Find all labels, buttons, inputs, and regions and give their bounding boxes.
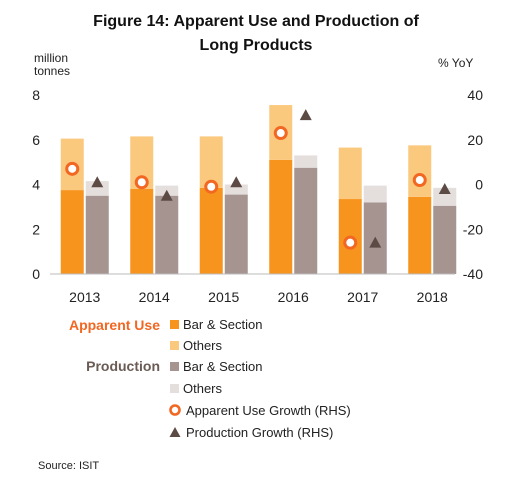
right-axis-unit: % YoY bbox=[438, 56, 473, 70]
left-tick-label-4: 4 bbox=[32, 177, 40, 193]
bar-apparent-others-2014 bbox=[130, 136, 154, 189]
chart-title-line-1: Figure 14: Apparent Use and Production o… bbox=[93, 13, 419, 30]
bar-apparent-others-2017 bbox=[338, 147, 362, 200]
markers-layer bbox=[65, 109, 451, 250]
marker-production-growth-2017 bbox=[369, 236, 382, 248]
legend-group-production: Production bbox=[86, 358, 160, 374]
right-tick-label-40: 40 bbox=[467, 87, 483, 103]
bar-production-bar-section-2016 bbox=[294, 167, 318, 274]
bar-production-bar-section-2015 bbox=[224, 194, 248, 274]
legend: Apparent Use Bar & Section Others Produc… bbox=[69, 317, 351, 440]
marker-production-growth-2015 bbox=[230, 176, 243, 188]
left-axis-ticks: 0 2 4 6 8 bbox=[32, 87, 40, 282]
x-tick-label-2013: 2013 bbox=[69, 289, 100, 305]
marker-apparent-growth-2013 bbox=[65, 161, 80, 176]
legend-label-apparent-others: Others bbox=[183, 338, 223, 353]
bars-layer bbox=[60, 105, 457, 274]
marker-apparent-growth-2018 bbox=[412, 173, 427, 188]
bar-production-bar-section-2018 bbox=[433, 205, 457, 274]
legend-label-production-growth: Production Growth (RHS) bbox=[186, 425, 333, 440]
right-tick-label--20: -20 bbox=[463, 221, 483, 237]
right-tick-label-0: 0 bbox=[475, 177, 483, 193]
source-note: Source: ISIT bbox=[38, 460, 99, 472]
legend-swatch-production-bar-section bbox=[170, 362, 179, 371]
right-tick-label-20: 20 bbox=[467, 132, 483, 148]
left-tick-label-2: 2 bbox=[32, 221, 40, 237]
left-axis-unit-line-1: million bbox=[34, 51, 68, 65]
marker-production-growth-2018 bbox=[438, 182, 451, 194]
legend-label-production-bar-section: Bar & Section bbox=[183, 359, 263, 374]
bar-production-others-2013 bbox=[85, 181, 109, 196]
bar-production-bar-section-2013 bbox=[85, 195, 109, 274]
marker-apparent-growth-2016 bbox=[273, 126, 288, 141]
left-tick-label-0: 0 bbox=[32, 266, 40, 282]
marker-apparent-growth-2014 bbox=[134, 175, 149, 190]
bar-apparent-others-2015 bbox=[199, 136, 223, 188]
marker-production-growth-2016 bbox=[299, 109, 312, 121]
legend-marker-production-growth bbox=[169, 427, 181, 437]
marker-apparent-growth-2015 bbox=[204, 179, 219, 194]
legend-label-production-others: Others bbox=[183, 381, 223, 396]
legend-marker-apparent-growth bbox=[169, 404, 181, 416]
bar-production-others-2015 bbox=[224, 184, 248, 195]
bar-apparent-bar-section-2016 bbox=[269, 159, 293, 274]
bar-production-others-2018 bbox=[433, 187, 457, 206]
marker-production-growth-2013 bbox=[91, 176, 104, 188]
x-axis-ticks: 2013 2014 2015 2016 2017 2018 bbox=[69, 289, 448, 305]
bar-apparent-bar-section-2013 bbox=[60, 190, 84, 274]
legend-swatch-apparent-others bbox=[170, 341, 179, 350]
left-tick-label-6: 6 bbox=[32, 132, 40, 148]
x-tick-label-2016: 2016 bbox=[278, 289, 309, 305]
chart-title-line-2: Long Products bbox=[200, 37, 313, 54]
legend-label-apparent-growth: Apparent Use Growth (RHS) bbox=[186, 403, 351, 418]
right-axis-ticks: -40 -20 0 20 40 bbox=[463, 87, 483, 282]
bar-production-others-2017 bbox=[363, 185, 387, 203]
bar-apparent-others-2018 bbox=[408, 145, 432, 197]
x-tick-label-2014: 2014 bbox=[139, 289, 170, 305]
bar-apparent-bar-section-2014 bbox=[130, 188, 154, 274]
marker-apparent-growth-2017 bbox=[343, 235, 358, 250]
marker-production-growth-2014 bbox=[160, 189, 173, 201]
legend-group-apparent: Apparent Use bbox=[69, 317, 160, 333]
x-tick-label-2017: 2017 bbox=[347, 289, 378, 305]
left-axis-unit-line-2: tonnes bbox=[34, 64, 70, 78]
x-tick-label-2015: 2015 bbox=[208, 289, 239, 305]
bar-apparent-bar-section-2018 bbox=[408, 196, 432, 274]
legend-label-apparent-bar-section: Bar & Section bbox=[183, 317, 263, 332]
x-tick-label-2018: 2018 bbox=[417, 289, 448, 305]
legend-swatch-production-others bbox=[170, 384, 179, 393]
right-tick-label--40: -40 bbox=[463, 266, 483, 282]
bar-production-others-2016 bbox=[294, 155, 318, 168]
bar-production-bar-section-2014 bbox=[155, 195, 179, 274]
bar-apparent-bar-section-2015 bbox=[199, 187, 223, 274]
legend-swatch-apparent-bar-section bbox=[170, 320, 179, 329]
left-tick-label-8: 8 bbox=[32, 87, 40, 103]
